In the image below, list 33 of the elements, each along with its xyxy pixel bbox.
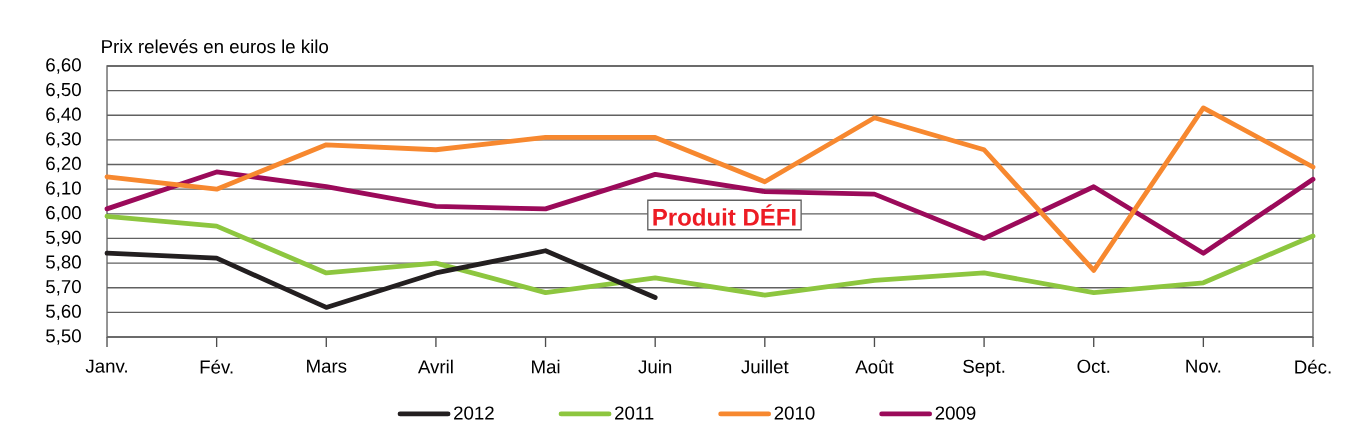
line-series <box>104 248 658 310</box>
y-axis-title: Prix relevés en euros le kilo <box>102 39 329 54</box>
x-tick-label: Août <box>855 359 894 374</box>
x-tick-label: Avril <box>417 359 453 374</box>
y-tick-label: 6,40 <box>46 107 81 123</box>
y-tick-label: 5,80 <box>46 255 81 271</box>
y-tick-label: 6,60 <box>46 58 81 74</box>
legend-label: 2011 <box>615 406 654 420</box>
y-tick-label: 5,70 <box>46 279 81 296</box>
y-tick-label: 5,50 <box>46 329 81 345</box>
y-tick-label: 6,30 <box>46 132 81 148</box>
x-tick-label: Mai <box>532 359 560 374</box>
y-tick-label: 5,90 <box>46 230 81 247</box>
line-series <box>104 169 1316 256</box>
legend-label: 2009 <box>935 406 976 420</box>
legend-label: 2012 <box>454 406 494 420</box>
x-tick-label: Juin <box>638 359 672 374</box>
annotation: Produit DÉFI <box>653 204 796 226</box>
x-tick-label: Nov. <box>1186 359 1221 373</box>
y-tick-label: 6,20 <box>46 156 81 173</box>
legend-label: 2010 <box>774 406 815 420</box>
x-tick-label: Déc. <box>1295 359 1331 374</box>
y-tick-label: 6,00 <box>46 206 81 222</box>
x-tick-label: Fév. <box>200 359 233 374</box>
x-tick-label: Oct. <box>1077 359 1110 373</box>
x-tick-label: Juillet <box>741 359 789 374</box>
x-tick-label: Janv. <box>85 359 127 373</box>
y-tick-label: 6,50 <box>46 82 81 99</box>
x-tick-label: Mars <box>307 359 347 373</box>
line-series <box>104 105 1316 273</box>
x-tick-label: Sept. <box>963 359 1005 377</box>
y-tick-label: 6,10 <box>46 181 81 197</box>
y-tick-label: 5,60 <box>46 304 81 321</box>
